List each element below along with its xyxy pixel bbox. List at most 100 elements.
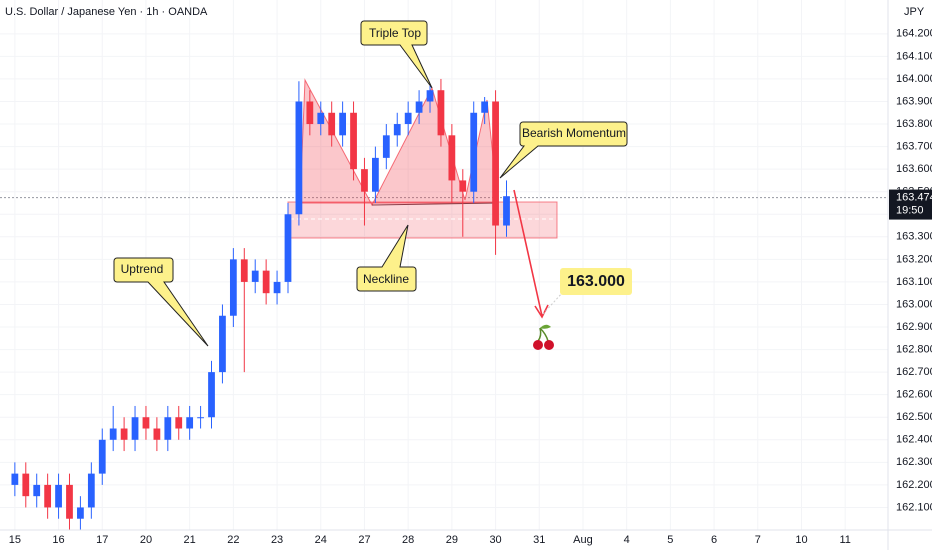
neckline xyxy=(371,202,499,206)
y-tick-label: 164.000 xyxy=(896,73,932,85)
y-tick-label: 162.900 xyxy=(896,321,932,333)
axis-unit: JPY xyxy=(904,6,925,18)
neckline-zone xyxy=(287,201,558,239)
candle-body xyxy=(437,90,445,136)
candle-body xyxy=(492,101,499,226)
candle-body xyxy=(22,473,30,497)
callout-text: Neckline xyxy=(363,272,409,286)
bearish-arrow xyxy=(513,189,543,317)
y-tick-label: 162.400 xyxy=(896,434,932,446)
x-tick-label: 5 xyxy=(667,534,673,546)
y-tick-label: 163.600 xyxy=(896,163,932,175)
candle-body xyxy=(55,484,62,508)
candle-body xyxy=(404,112,412,125)
y-tick-label: 162.200 xyxy=(896,479,932,491)
candle-body xyxy=(328,112,336,136)
target-connector xyxy=(542,291,564,315)
candle-body xyxy=(33,484,41,497)
candle-body xyxy=(229,259,237,316)
y-tick-label: 163.300 xyxy=(896,231,932,243)
candle-body xyxy=(87,473,95,508)
candle-body xyxy=(240,259,248,282)
grid xyxy=(0,0,888,530)
candle-body xyxy=(317,112,325,125)
candle-body xyxy=(273,281,281,294)
target-label: 163.000 xyxy=(567,273,625,290)
candle-body xyxy=(219,315,226,373)
callout-text: Uptrend xyxy=(121,262,164,276)
x-tick-label: 6 xyxy=(711,534,717,546)
callout-box xyxy=(360,20,433,89)
x-tick-label: 22 xyxy=(227,534,239,546)
y-tick-label: 162.300 xyxy=(896,456,932,468)
y-tick-label: 163.200 xyxy=(896,253,932,265)
x-tick-label: 4 xyxy=(624,534,630,546)
candle-body xyxy=(448,135,456,181)
x-tick-label: 30 xyxy=(489,534,501,546)
candle-body xyxy=(153,428,161,440)
cherry xyxy=(544,340,554,350)
candle-body xyxy=(120,428,128,440)
y-tick-label: 164.200 xyxy=(896,28,932,40)
callout-box xyxy=(499,121,628,179)
candle-body xyxy=(208,372,215,418)
target-box xyxy=(560,268,632,295)
x-tick-label: 17 xyxy=(96,534,108,546)
y-tick-label: 162.800 xyxy=(896,343,932,355)
x-tick-label: 28 xyxy=(402,534,414,546)
y-tick-label: 163.000 xyxy=(896,298,932,310)
countdown-label: 19:50 xyxy=(896,204,924,216)
current-price-label: 163.474 xyxy=(896,191,932,203)
x-tick-label: 11 xyxy=(839,534,850,546)
chart-title: U.S. Dollar / Japanese Yen · 1h · OANDA xyxy=(5,6,208,18)
candle-body xyxy=(164,417,172,440)
candle-body xyxy=(142,417,150,429)
y-tick-label: 162.600 xyxy=(896,389,932,401)
candle-body xyxy=(251,270,259,282)
y-tick-label: 163.700 xyxy=(896,141,932,153)
x-tick-label: 10 xyxy=(795,534,807,546)
candle-body xyxy=(131,417,139,440)
candle-body xyxy=(186,417,194,429)
candle-body xyxy=(98,439,106,474)
x-tick-label: 27 xyxy=(358,534,370,546)
x-tick-label: 21 xyxy=(184,534,196,546)
callout-box xyxy=(356,224,417,292)
candle-body xyxy=(175,417,183,429)
y-tick-label: 162.100 xyxy=(896,501,932,513)
candle-body xyxy=(361,169,368,192)
candle-body xyxy=(393,124,401,136)
x-tick-label: 20 xyxy=(140,534,152,546)
x-tick-label: 24 xyxy=(315,534,327,546)
callout-text: Triple Top xyxy=(369,26,421,40)
y-tick-label: 162.700 xyxy=(896,366,932,378)
x-tick-label: 23 xyxy=(271,534,283,546)
x-tick-label: Aug xyxy=(573,534,593,546)
candle-body xyxy=(295,101,303,215)
candle-body xyxy=(339,112,347,136)
axis-labels: 162.100 162.200 162.300 162.400 162.500 162.6… xyxy=(9,28,932,546)
candle-body xyxy=(459,180,467,192)
candle-body xyxy=(109,428,117,440)
x-tick-label: 15 xyxy=(9,534,21,546)
callout-box xyxy=(113,257,209,347)
y-tick-label: 163.800 xyxy=(896,118,932,130)
candle-body xyxy=(306,101,314,125)
candle-body xyxy=(262,270,270,294)
candle-body xyxy=(197,417,204,419)
candle-body xyxy=(503,196,510,226)
cherry xyxy=(533,340,543,350)
price-axis xyxy=(888,0,932,550)
y-tick-label: 163.100 xyxy=(896,276,932,288)
candles xyxy=(11,78,510,530)
x-tick-label: 16 xyxy=(52,534,64,546)
candle-body xyxy=(11,473,19,485)
candle-body xyxy=(372,157,379,192)
x-tick-label: 31 xyxy=(533,534,545,546)
callout-text: Bearish Momentum xyxy=(522,126,626,140)
candle-body xyxy=(415,101,423,113)
current-price-box xyxy=(889,189,932,220)
candle-body xyxy=(350,112,357,170)
arrow-head xyxy=(534,304,549,319)
